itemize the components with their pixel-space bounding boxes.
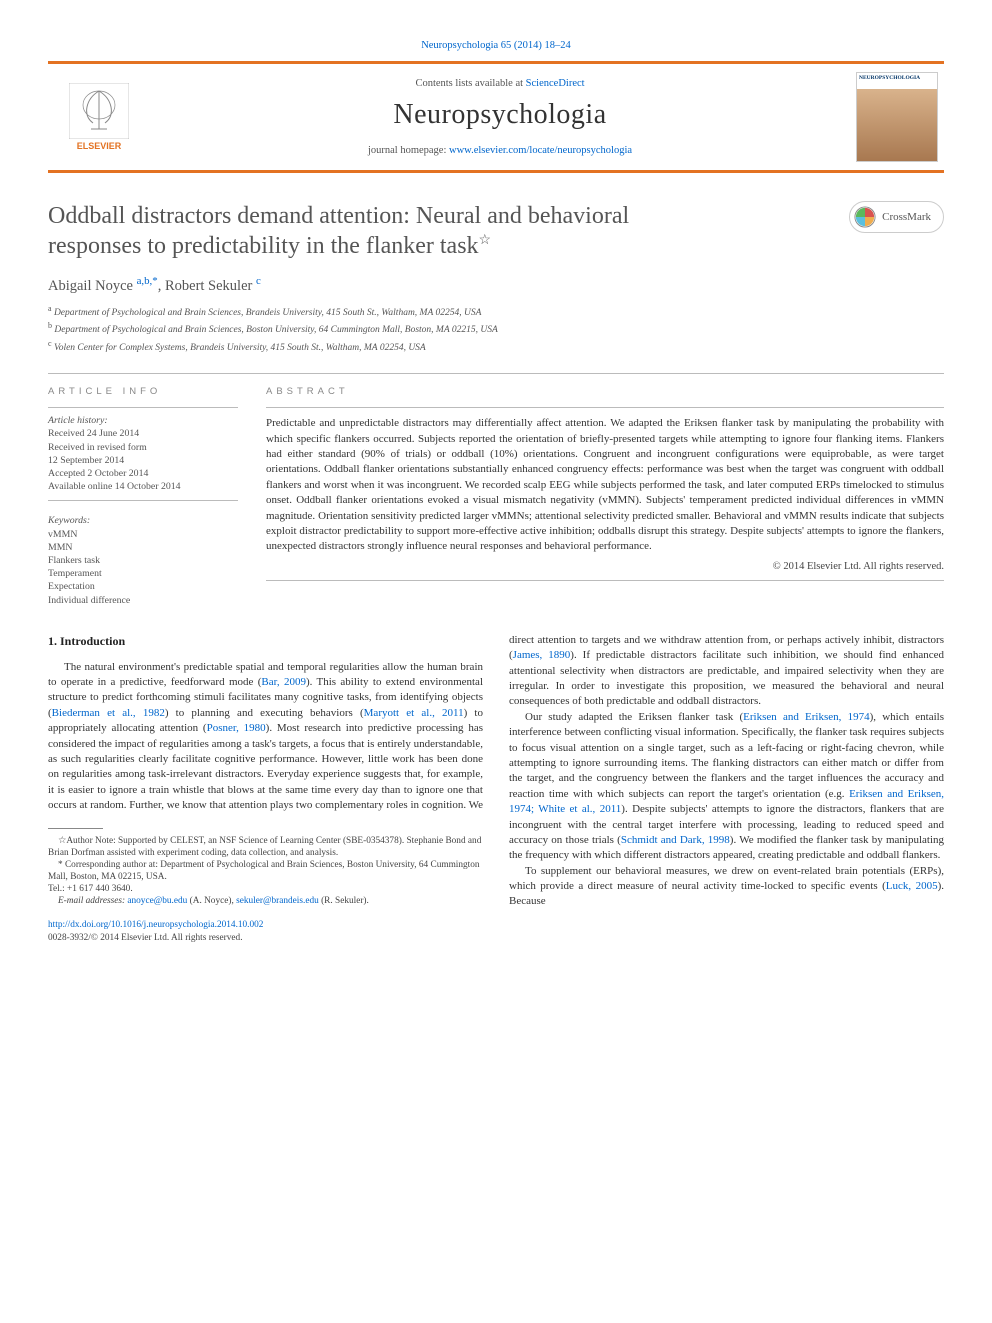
article-info: ARTICLE INFO Article history: Received 2… (48, 386, 238, 607)
contents-line: Contents lists available at ScienceDirec… (144, 78, 856, 89)
body-paragraph: The natural environment's predictable sp… (48, 660, 483, 814)
ref-link[interactable]: Biederman et al., 1982 (52, 707, 165, 719)
history-item: Received in revised form (48, 441, 238, 454)
footnote-email: E-mail addresses: anoyce@bu.edu (A. Noyc… (48, 895, 483, 907)
elsevier-logo: ELSEVIER (54, 74, 144, 160)
affiliation-b: b Department of Psychological and Brain … (48, 320, 944, 337)
article-history: Article history: Received 24 June 2014 R… (48, 414, 238, 493)
elsevier-wordmark: ELSEVIER (77, 141, 122, 151)
footnote-block: ☆Author Note: Supported by CELEST, an NS… (48, 828, 483, 946)
issn-copyright: 0028-3932/© 2014 Elsevier Ltd. All right… (48, 932, 483, 945)
keyword: vMMN (48, 528, 238, 541)
divider (48, 407, 238, 408)
title-footnote-marker: ☆ (479, 233, 492, 248)
affiliation-a: a Department of Psychological and Brain … (48, 303, 944, 320)
affiliation-c: c Volen Center for Complex Systems, Bran… (48, 338, 944, 355)
divider (48, 373, 944, 374)
journal-cover-thumbnail: NEUROPSYCHOLOGIA (856, 72, 938, 162)
keyword: MMN (48, 541, 238, 554)
elsevier-tree-icon (69, 83, 129, 139)
info-abstract-row: ARTICLE INFO Article history: Received 2… (48, 386, 944, 607)
email-link[interactable]: sekuler@brandeis.edu (236, 896, 319, 906)
journal-homepage-link[interactable]: www.elsevier.com/locate/neuropsychologia (449, 145, 632, 156)
keyword: Expectation (48, 580, 238, 593)
ref-link[interactable]: Schmidt and Dark, 1998 (621, 834, 730, 846)
title-line-1: Oddball distractors demand attention: Ne… (48, 203, 629, 229)
title-line-2: responses to predictability in the flank… (48, 233, 479, 259)
abstract-label: ABSTRACT (266, 386, 944, 397)
crossmark-icon (854, 206, 876, 228)
author-1: Abigail Noyce (48, 278, 133, 294)
doi-link[interactable]: http://dx.doi.org/10.1016/j.neuropsychol… (48, 920, 263, 930)
author-1-corr-link[interactable]: * (152, 278, 157, 294)
header-center: Contents lists available at ScienceDirec… (144, 78, 856, 156)
history-item: Received 24 June 2014 (48, 427, 238, 440)
author-2-affil-link[interactable]: c (256, 278, 261, 294)
ref-link[interactable]: Maryott et al., 2011 (364, 707, 464, 719)
title-row: Oddball distractors demand attention: Ne… (48, 201, 944, 261)
history-item: Accepted 2 October 2014 (48, 467, 238, 480)
keywords: vMMN MMN Flankers task Temperament Expec… (48, 528, 238, 607)
body-paragraph: Our study adapted the Eriksen flanker ta… (509, 710, 944, 864)
ref-link[interactable]: James, 1890 (513, 649, 571, 661)
article-block: Oddball distractors demand attention: Ne… (48, 201, 944, 945)
keywords-label: Keywords: (48, 515, 238, 526)
author-1-affil-link[interactable]: a,b, (137, 278, 153, 294)
affiliations: a Department of Psychological and Brain … (48, 303, 944, 355)
footnote-corresponding: * Corresponding author at: Department of… (48, 859, 483, 883)
article-title: Oddball distractors demand attention: Ne… (48, 201, 849, 261)
body-paragraph: To supplement our behavioral measures, w… (509, 864, 944, 910)
divider (266, 407, 944, 408)
footnotes: ☆Author Note: Supported by CELEST, an NS… (48, 835, 483, 907)
article-info-label: ARTICLE INFO (48, 386, 238, 397)
ref-link[interactable]: Luck, 2005 (886, 880, 938, 892)
keyword: Individual difference (48, 594, 238, 607)
authors: Abigail Noyce a,b,*, Robert Sekuler c (48, 275, 944, 295)
ref-link[interactable]: Bar, 2009 (261, 676, 306, 688)
ref-link[interactable]: Posner, 1980 (207, 722, 266, 734)
footnote-tel: Tel.: +1 617 440 3640. (48, 883, 483, 895)
journal-header: ELSEVIER Contents lists available at Sci… (48, 61, 944, 173)
homepage-pre: journal homepage: (368, 145, 449, 156)
cover-title: NEUROPSYCHOLOGIA (857, 73, 937, 89)
divider (48, 500, 238, 501)
sciencedirect-link[interactable]: ScienceDirect (526, 78, 585, 89)
history-item: 12 September 2014 (48, 454, 238, 467)
footnote-author-note: ☆Author Note: Supported by CELEST, an NS… (48, 835, 483, 859)
abstract-text: Predictable and unpredictable distractor… (266, 416, 944, 555)
crossmark-badge[interactable]: CrossMark (849, 201, 944, 233)
keyword: Temperament (48, 567, 238, 580)
abstract: ABSTRACT Predictable and unpredictable d… (266, 386, 944, 607)
history-label: Article history: (48, 414, 238, 427)
doi-block: http://dx.doi.org/10.1016/j.neuropsychol… (48, 919, 483, 945)
ref-link[interactable]: Eriksen and Eriksen, 1974 (743, 711, 869, 723)
journal-citation-link[interactable]: Neuropsychologia 65 (2014) 18–24 (421, 40, 571, 51)
keyword: Flankers task (48, 554, 238, 567)
abstract-copyright: © 2014 Elsevier Ltd. All rights reserved… (266, 561, 944, 572)
crossmark-label: CrossMark (882, 211, 931, 223)
divider (266, 580, 944, 581)
page: Neuropsychologia 65 (2014) 18–24 ELSEVIE… (0, 0, 992, 985)
homepage-line: journal homepage: www.elsevier.com/locat… (144, 145, 856, 156)
section-heading: 1. Introduction (48, 633, 483, 650)
footnote-divider (48, 828, 103, 829)
history-item: Available online 14 October 2014 (48, 480, 238, 493)
email-link[interactable]: anoyce@bu.edu (127, 896, 187, 906)
journal-title: Neuropsychologia (144, 99, 856, 131)
contents-pre: Contents lists available at (415, 78, 525, 89)
body-paragraph: direct attention to targets and we withd… (509, 633, 944, 710)
top-citation-link: Neuropsychologia 65 (2014) 18–24 (48, 40, 944, 51)
body-columns: 1. Introduction The natural environment'… (48, 633, 944, 945)
author-2: Robert Sekuler (165, 278, 252, 294)
